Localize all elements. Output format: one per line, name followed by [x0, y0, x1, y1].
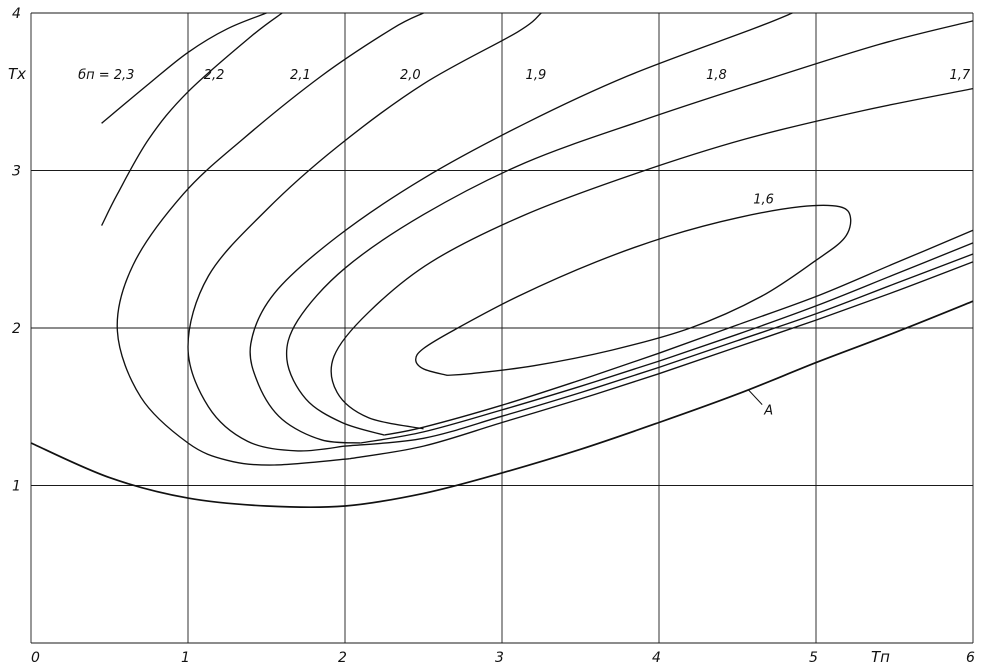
- series-line-9: [344, 253, 974, 447]
- y-tick-label-4: 4: [12, 6, 21, 22]
- curve-label-0: бп = 2,3: [78, 68, 134, 83]
- series-line-12: [30, 300, 974, 509]
- y-tick-label-1: 1: [12, 479, 21, 495]
- curve-label-1: 2,2: [204, 68, 225, 83]
- series-line-7: [415, 204, 852, 376]
- x-tick-label-2: 2: [338, 650, 347, 666]
- series-line-10: [360, 242, 974, 444]
- curve-label-8: A: [763, 404, 773, 419]
- x-tick-label-6: 6: [966, 650, 975, 666]
- series-line-8: [349, 261, 974, 460]
- series-line-5: [285, 20, 974, 436]
- x-axis-label: Tп: [871, 648, 890, 666]
- series-line-4: [249, 12, 793, 444]
- curve-label-5: 1,8: [706, 68, 727, 83]
- series-line-6: [330, 87, 974, 430]
- series-line-3: [187, 12, 542, 452]
- curve-label-2: 2,1: [290, 68, 311, 83]
- y-tick-label-3: 3: [12, 164, 21, 180]
- series-line-0: [101, 12, 283, 226]
- grid-lines: [30, 12, 974, 644]
- curve-label-6: 1,7: [949, 68, 970, 83]
- y-axis-label: Tx: [8, 65, 26, 83]
- x-tick-label-5: 5: [809, 650, 818, 666]
- curve-label-3: 2,0: [400, 68, 421, 83]
- x-tick-label-0: 0: [31, 650, 40, 666]
- x-tick-label-4: 4: [652, 650, 661, 666]
- x-tick-label-1: 1: [181, 650, 190, 666]
- curve-labels: бп = 2,3 2,2 2,1 2,0 1,9 1,8 1,7 1,6 A: [78, 68, 971, 418]
- x-tick-label-3: 3: [495, 650, 504, 666]
- y-tick-label-2: 2: [12, 321, 21, 337]
- curve-label-4: 1,9: [526, 68, 547, 83]
- series-line-2: [116, 12, 424, 466]
- contour-curves: [30, 12, 974, 509]
- label-a-leader: [747, 389, 763, 405]
- series-line-1: [101, 12, 267, 124]
- tick-labels: 0 1 2 3 4 5 6 1 2 3 4: [12, 6, 975, 666]
- series-line-11: [384, 229, 974, 436]
- curve-label-7: 1,6: [753, 193, 774, 208]
